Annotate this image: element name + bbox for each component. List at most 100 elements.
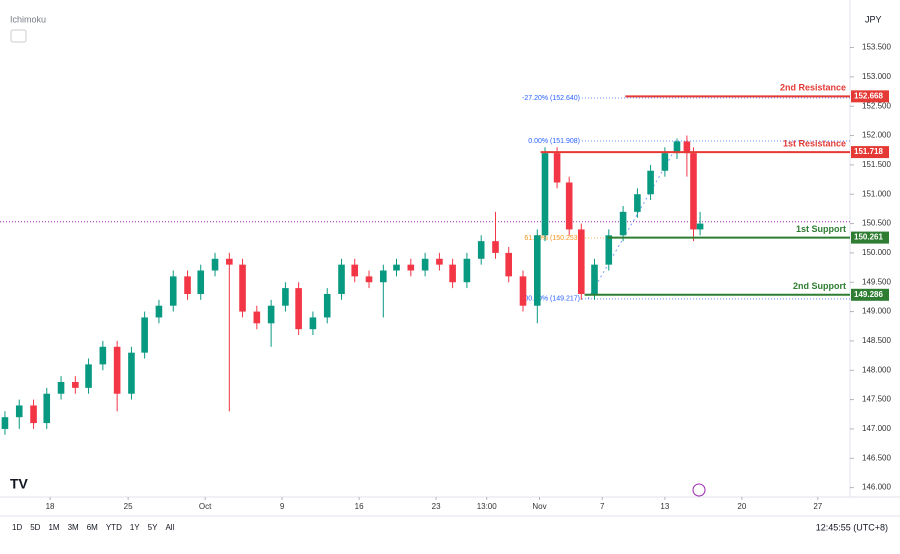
price-tag-label: 149.286 [854, 290, 883, 299]
y-tick-label: 151.500 [862, 160, 891, 169]
x-tick-label: 16 [355, 502, 364, 511]
candle-body [492, 241, 499, 253]
range-button[interactable]: 1D [12, 523, 22, 532]
candle-body [211, 258, 219, 271]
x-tick-label: 23 [432, 502, 441, 511]
candle-body [463, 258, 471, 283]
candle-body [239, 264, 246, 312]
candle-body [505, 252, 513, 277]
level-label: 2nd Support [793, 281, 846, 291]
range-button[interactable]: 5D [30, 523, 40, 532]
y-tick-label: 147.000 [862, 424, 891, 433]
price-tag [851, 90, 889, 103]
y-tick-label: 149.000 [862, 307, 891, 316]
y-tick-label: 151.000 [862, 189, 891, 198]
candle-body [634, 194, 641, 212]
candle-body [565, 182, 573, 230]
y-tick-label: 149.500 [862, 277, 891, 286]
candle-body [696, 223, 704, 230]
y-tick-label: 152.000 [862, 131, 891, 140]
range-button[interactable]: All [165, 523, 174, 532]
candle-body [577, 229, 585, 294]
y-tick-label: 146.500 [862, 453, 891, 462]
currency[interactable]: JPY [865, 14, 882, 24]
candle-body [553, 153, 561, 183]
candle-body [605, 235, 613, 265]
candle-body [541, 153, 549, 236]
y-tick-label: 147.500 [862, 395, 891, 404]
candle-body [43, 393, 51, 424]
range-button[interactable]: 1Y [130, 523, 140, 532]
candle-body [99, 346, 107, 365]
price-tag-label: 150.261 [854, 233, 883, 242]
candle-body [683, 141, 691, 154]
event-icon[interactable] [692, 483, 706, 497]
range-button[interactable]: YTD [106, 523, 122, 532]
y-tick-label: 148.500 [862, 336, 891, 345]
candle-body [477, 241, 485, 259]
x-tick-label: Oct [199, 502, 212, 511]
x-tick-label: 13 [660, 502, 669, 511]
candle-body [449, 264, 456, 283]
x-tick-label: 25 [124, 502, 133, 511]
candle-body [380, 270, 387, 283]
candle-body [661, 153, 669, 171]
candle-body [421, 258, 429, 271]
x-tick-label: 18 [46, 502, 55, 511]
candle-body [309, 317, 317, 330]
range-button[interactable]: 3M [68, 523, 79, 532]
x-tick-label: 20 [737, 502, 746, 511]
price-tag-label: 151.718 [854, 147, 883, 156]
fib-trend [587, 140, 681, 300]
candle-body [267, 305, 275, 324]
candle-body [15, 405, 23, 418]
price-tag [851, 146, 889, 159]
price-tag [851, 231, 889, 244]
fib-label: 0.00% (151.908) [528, 138, 580, 145]
candle-body [533, 235, 541, 306]
fib-label: 61.80% (150.253) [524, 235, 580, 242]
candle-body [519, 276, 527, 306]
indicator-name[interactable]: Ichimoku [10, 14, 46, 24]
candle-body [393, 264, 400, 271]
candle-body [128, 352, 135, 394]
y-tick-label: 153.000 [862, 72, 891, 81]
y-tick-label: 146.000 [862, 483, 891, 492]
fib-label: -27.20% (152.640) [522, 95, 580, 102]
y-tick-label: 153.500 [862, 43, 891, 52]
candle-body [673, 141, 681, 154]
candle-body [407, 264, 415, 271]
x-tick-label: 9 [280, 502, 285, 511]
collapse-button[interactable] [10, 29, 27, 43]
range-button[interactable]: 6M [87, 523, 98, 532]
price-tag-label: 152.668 [854, 91, 883, 100]
candle-body [57, 381, 65, 394]
candle-body [295, 288, 302, 330]
candle-body [591, 264, 598, 294]
candle-body [351, 264, 359, 277]
candle-body [253, 311, 261, 324]
candle-body [72, 381, 79, 388]
fib-label: 100.00% (149.217) [520, 296, 580, 303]
y-tick-label: 150.500 [862, 219, 891, 228]
candle-body [619, 211, 627, 236]
candle-body [647, 170, 654, 195]
candle-body [113, 346, 121, 394]
candle-body [169, 276, 177, 306]
x-tick-label: 13:00 [477, 502, 498, 511]
candle-body [141, 317, 148, 353]
candle-body [282, 288, 289, 306]
level-label: 1st Resistance [783, 138, 846, 148]
x-tick-label: 7 [600, 502, 605, 511]
candle-body [338, 264, 345, 294]
range-button[interactable]: 5Y [148, 523, 158, 532]
y-tick-label: 148.000 [862, 365, 891, 374]
candle-body [85, 364, 92, 388]
y-tick-label: 150.000 [862, 248, 891, 257]
clock: 12:45:55 (UTC+8) [816, 522, 888, 532]
range-button[interactable]: 1M [48, 523, 59, 532]
y-tick-label: 152.500 [862, 101, 891, 110]
level-label: 1st Support [796, 224, 846, 234]
candle-body [323, 293, 331, 318]
